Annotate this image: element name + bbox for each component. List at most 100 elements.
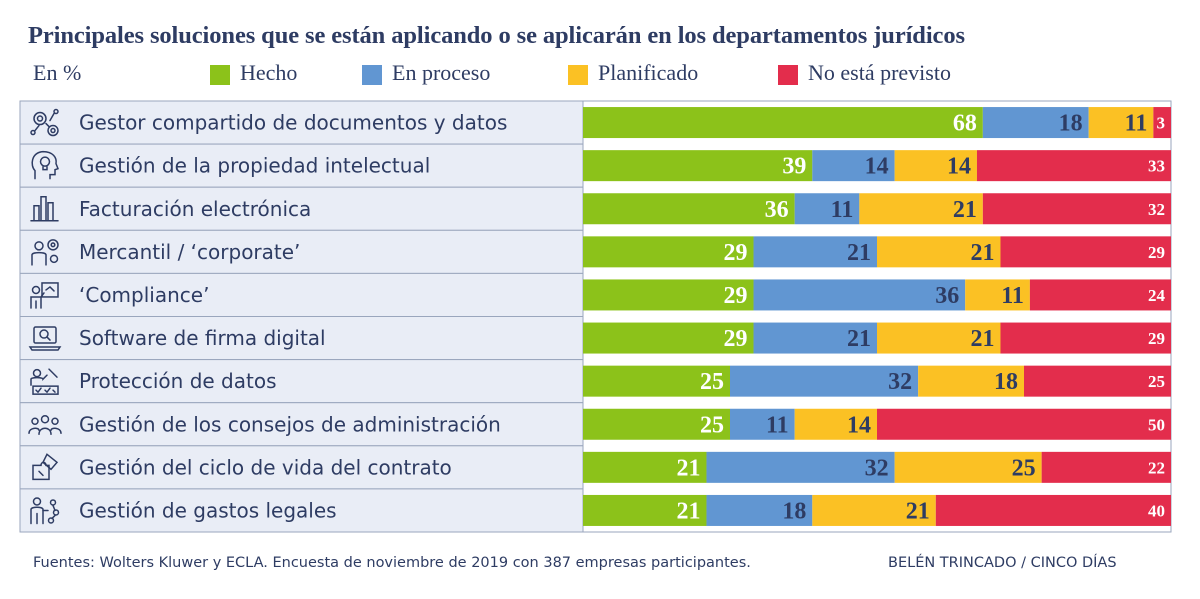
bar-segment — [583, 107, 983, 139]
row-label-bg — [19, 488, 584, 533]
data-label: 18 — [1059, 111, 1083, 137]
chart-row: Gestión del ciclo de vida del contrato 21… — [19, 445, 1171, 490]
data-label: 18 — [782, 498, 806, 524]
bar-chart-icon — [30, 196, 59, 222]
bar-segment — [583, 408, 730, 440]
data-label: 25 — [700, 369, 724, 395]
category-label: Protección de datos — [79, 369, 277, 393]
bar-segment — [935, 494, 1171, 526]
bar-segment — [965, 279, 1030, 311]
row-label-bg — [19, 445, 584, 490]
bar-segment — [794, 408, 877, 440]
bar-segment — [583, 322, 754, 354]
data-label: 14 — [847, 412, 871, 438]
chart-row: Gestión de la propiedad intelectual 39 14 1… — [19, 143, 1171, 188]
data-label: 21 — [970, 240, 994, 266]
bar-segment — [730, 365, 919, 397]
chart-row: Gestión de gastos legales 21 18 21 40 — [19, 488, 1171, 533]
bar-segment — [877, 322, 1001, 354]
data-label: 29 — [1148, 243, 1165, 262]
bar-segment — [859, 193, 983, 225]
data-label: 29 — [724, 283, 748, 309]
person-gears-icon — [31, 239, 59, 266]
bar-segment — [753, 322, 877, 354]
data-label: 14 — [947, 154, 971, 180]
category-label: Gestión de los consejos de administració… — [79, 412, 501, 436]
data-label: 32 — [865, 455, 889, 481]
source-note: Fuentes: Wolters Kluwer y ECLA. Encuesta… — [33, 555, 751, 571]
bar-segment — [1041, 451, 1171, 483]
legend-swatch-en-proceso — [362, 65, 382, 85]
bar-segment — [583, 365, 730, 397]
data-label: 21 — [676, 498, 700, 524]
bar-segment — [730, 408, 795, 440]
bar-segment — [1000, 236, 1171, 268]
bar-segment — [583, 150, 813, 182]
data-label: 32 — [1148, 200, 1165, 219]
bar-segment — [1088, 107, 1154, 139]
bar-segment — [894, 451, 1042, 483]
data-label: 14 — [865, 154, 889, 180]
category-label: Gestión del ciclo de vida del contrato — [79, 455, 452, 479]
data-label: 21 — [906, 498, 930, 524]
legend-label-en-proceso: En proceso — [392, 60, 491, 85]
bar-segment — [706, 494, 813, 526]
chart-title: Principales soluciones que se están apli… — [28, 22, 965, 49]
legend-swatch-hecho — [210, 65, 230, 85]
data-label: 21 — [847, 326, 871, 352]
bar-segment — [894, 150, 977, 182]
presenter-board-icon — [30, 282, 59, 309]
category-label: Software de firma digital — [79, 326, 326, 350]
data-label: 22 — [1148, 458, 1165, 477]
bar-segment — [583, 236, 754, 268]
bar-segment — [1029, 279, 1171, 311]
chart-row: Gestión de los consejos de administració… — [19, 402, 1171, 447]
data-label: 18 — [994, 369, 1018, 395]
data-label: 11 — [766, 412, 789, 438]
bar-segment — [583, 451, 707, 483]
row-label-bg — [19, 186, 584, 231]
person-network-icon — [30, 497, 60, 525]
data-label: 40 — [1148, 501, 1165, 520]
row-label-bg — [19, 272, 584, 317]
bar-segment — [877, 408, 1171, 440]
bar-segment — [583, 494, 707, 526]
data-label: 68 — [953, 111, 977, 137]
category-label: Gestor compartido de documentos y datos — [79, 111, 507, 135]
row-label-bg — [19, 402, 584, 447]
bar-segment — [706, 451, 895, 483]
data-label: 11 — [1001, 283, 1024, 309]
chart-row: Gestor compartido de documentos y datos 6… — [19, 100, 1171, 145]
category-label: Facturación electrónica — [79, 197, 311, 221]
bar-segment — [753, 236, 877, 268]
chart-row: Facturación electrónica 36 11 21 32 — [19, 186, 1171, 231]
data-label: 11 — [1125, 111, 1148, 137]
data-label: 36 — [935, 283, 959, 309]
chart-row: Protección de datos 25 32 18 25 — [19, 359, 1171, 404]
data-label: 39 — [782, 154, 806, 180]
data-label: 21 — [970, 326, 994, 352]
category-label: Gestión de gastos legales — [79, 498, 337, 522]
bar-segment — [812, 150, 895, 182]
bar-segment — [1000, 322, 1171, 354]
row-label-bg — [19, 143, 584, 188]
category-label: ‘Compliance’ — [79, 283, 209, 307]
bar-segment — [794, 193, 860, 225]
bar-segment — [976, 150, 1171, 182]
category-label: Mercantil / ‘corporate’ — [79, 240, 300, 264]
legend-swatch-no-previsto — [778, 65, 798, 85]
head-lightbulb-icon — [31, 150, 59, 180]
bar-segment — [918, 365, 1024, 397]
bar-segment — [583, 193, 795, 225]
row-label-bg — [19, 229, 584, 274]
data-label: 25 — [700, 412, 724, 438]
bar-segment — [812, 494, 936, 526]
bar-segment — [982, 107, 1089, 139]
bar-segment — [982, 193, 1171, 225]
person-checklist-icon — [30, 368, 59, 395]
legend-label-no-previsto: No está previsto — [808, 60, 951, 85]
author-credit: BELÉN TRINCADO / CINCO DÍAS — [888, 555, 1117, 571]
bar-segment — [1024, 365, 1171, 397]
data-label: 33 — [1148, 157, 1165, 176]
row-label-bg — [19, 316, 584, 361]
